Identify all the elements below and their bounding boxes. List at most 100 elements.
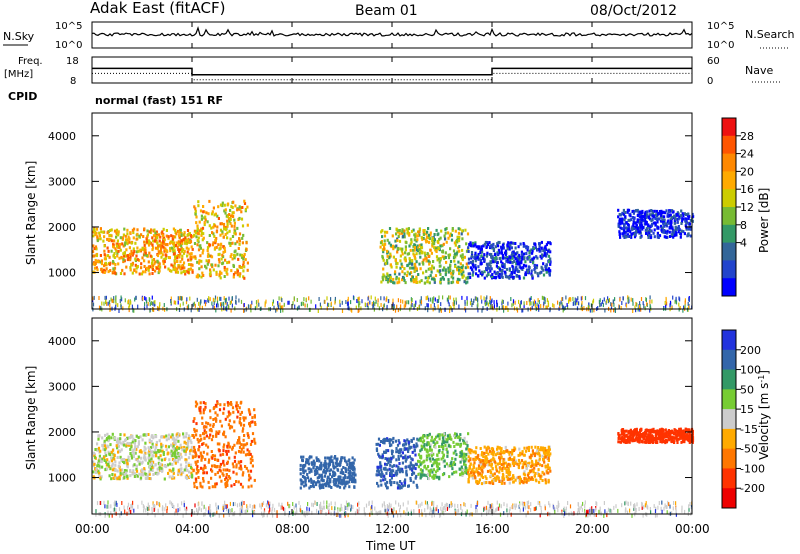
echo-cell	[216, 413, 219, 417]
echo-cell	[393, 306, 395, 311]
echo-cell	[177, 242, 180, 245]
echo-cell	[159, 244, 162, 248]
echo-cell	[424, 253, 427, 257]
echo-cell	[502, 461, 505, 465]
echo-cell	[214, 411, 217, 415]
echo-cell	[498, 456, 501, 460]
echo-cell	[218, 449, 221, 453]
echo-cell	[103, 257, 106, 261]
echo-cell	[361, 299, 363, 304]
echo-cell	[430, 435, 433, 439]
echo-cell	[218, 408, 222, 412]
echo-cell	[624, 216, 627, 220]
echo-cell	[433, 437, 436, 441]
echo-cell	[639, 210, 642, 214]
echo-cell	[177, 446, 181, 450]
echo-cell	[190, 245, 193, 249]
echo-cell	[93, 455, 97, 459]
echo-cell	[676, 226, 679, 230]
echo-cell	[514, 266, 517, 270]
echo-cell	[531, 305, 533, 310]
echo-cell	[336, 462, 339, 466]
echo-cell	[426, 465, 430, 469]
echo-cell	[302, 480, 305, 484]
echo-cell	[360, 306, 362, 311]
echo-cell	[433, 239, 436, 243]
echo-cell	[451, 457, 454, 461]
echo-cell	[309, 485, 312, 488]
echo-cell	[441, 436, 445, 440]
echo-cell	[414, 265, 417, 269]
echo-cell	[137, 455, 140, 459]
echo-cell	[404, 281, 407, 285]
echo-cell	[423, 281, 427, 285]
echo-cell	[182, 301, 184, 306]
echo-cell	[235, 472, 238, 476]
echo-cell	[478, 458, 481, 461]
echo-cell	[573, 300, 575, 305]
echo-cell	[187, 258, 190, 262]
echo-cell	[514, 268, 517, 272]
echo-cell	[632, 227, 636, 230]
echo-cell	[126, 228, 129, 232]
echo-cell	[200, 454, 203, 458]
echo-cell	[470, 251, 474, 254]
echo-cell	[202, 467, 205, 471]
echo-cell	[493, 472, 496, 476]
echo-cell	[356, 299, 358, 303]
echo-cell	[219, 462, 222, 466]
echo-cell	[156, 254, 160, 258]
echo-cell	[466, 265, 470, 269]
echo-cell	[198, 267, 201, 271]
echo-cell	[333, 472, 336, 475]
echo-cell	[508, 247, 511, 251]
echo-cell	[302, 467, 305, 471]
echo-cell	[164, 444, 168, 448]
echo-cell	[222, 473, 225, 477]
echo-cell	[238, 436, 241, 440]
echo-cell	[444, 227, 447, 231]
echo-cell	[498, 257, 501, 261]
echo-cell	[179, 266, 183, 270]
echo-cell	[128, 305, 130, 310]
echo-cell	[218, 247, 221, 251]
echo-cell	[174, 266, 177, 270]
echo-cell	[537, 462, 540, 465]
echo-cell	[407, 450, 410, 453]
echo-cell	[394, 239, 397, 243]
echo-cell	[173, 245, 176, 249]
echo-cell	[444, 443, 447, 447]
echo-cell	[409, 461, 412, 465]
echo-cell	[210, 226, 213, 230]
echo-cell	[119, 248, 122, 252]
echo-cell	[428, 237, 431, 241]
echo-cell	[413, 278, 416, 281]
echo-cell	[201, 305, 203, 310]
echo-cell	[129, 268, 132, 272]
echo-cell	[194, 404, 198, 408]
echo-cell	[643, 304, 645, 309]
echo-cell	[411, 471, 414, 475]
echo-cell	[148, 459, 151, 463]
echo-cell	[217, 253, 220, 257]
echo-cell	[549, 452, 552, 456]
echo-cell	[449, 247, 452, 251]
echo-cell	[129, 231, 132, 235]
echo-cell	[430, 297, 432, 302]
echo-cell	[225, 473, 228, 476]
echo-cell	[208, 436, 211, 440]
echo-cell	[202, 442, 205, 445]
echo-cell	[510, 253, 513, 257]
echo-cell	[102, 268, 105, 272]
echo-cell	[564, 305, 566, 310]
echo-cell	[386, 254, 389, 258]
echo-cell	[420, 279, 423, 283]
echo-cell	[237, 247, 240, 250]
echo-cell	[94, 230, 97, 234]
echo-cell	[282, 305, 284, 310]
echo-cell	[228, 219, 231, 223]
echo-cell	[501, 243, 505, 247]
echo-cell	[104, 468, 107, 472]
echo-cell	[126, 441, 129, 445]
echo-cell	[341, 479, 344, 483]
